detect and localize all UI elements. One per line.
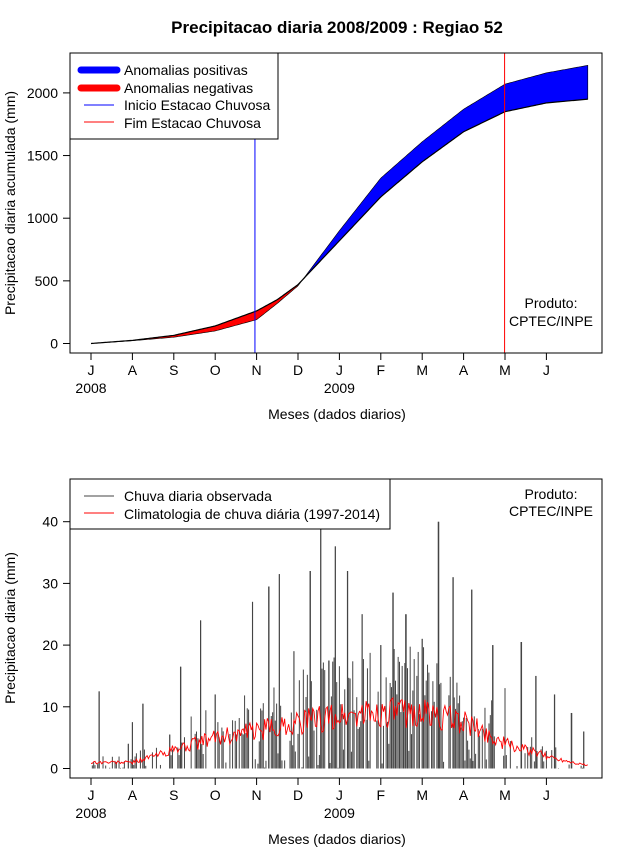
x-axis-label-bottom: Meses (dados diarios) — [268, 831, 406, 847]
y-tick-label-top: 0 — [50, 336, 58, 352]
year-label-bottom: 2009 — [324, 805, 355, 821]
x-axis-bottom: J A S O N D J F M A M J 2008 2009 — [75, 777, 550, 821]
y-tick-label-top: 2000 — [27, 85, 58, 101]
x-tick-label-top: N — [252, 362, 262, 378]
legend-box-bottom — [69, 478, 391, 530]
legend-bottom: Chuva diaria observada Climatologia de c… — [69, 478, 391, 530]
product-source-bottom: CPTEC/INPE — [509, 503, 593, 519]
x-tick-label-bottom: A — [128, 787, 138, 803]
y-axis-top: 0 500 1000 1500 2000 — [27, 85, 71, 352]
x-tick-label-top: S — [169, 362, 178, 378]
negative-anomaly-band — [90, 278, 304, 344]
x-tick-label-top: A — [459, 362, 469, 378]
cumulative-plot-area — [90, 53, 589, 353]
y-tick-label-bottom: 0 — [50, 761, 58, 777]
y-tick-label-bottom: 20 — [42, 637, 58, 653]
legend-label-positive: Anomalias positivas — [124, 62, 248, 78]
year-label-top: 2008 — [75, 380, 106, 396]
x-tick-label-top: O — [210, 362, 221, 378]
daily-plot-area — [90, 484, 588, 769]
x-tick-label-bottom: D — [293, 787, 303, 803]
x-tick-label-top: M — [499, 362, 511, 378]
cumulative-chart: Precipitacao diaria 2008/2009 : Regiao 5… — [2, 18, 603, 422]
climatology-daily-line — [90, 696, 588, 766]
y-axis-label-bottom: Precipitacao diaria (mm) — [2, 552, 18, 704]
x-tick-label-bottom: J — [543, 787, 550, 803]
x-tick-label-bottom: N — [252, 787, 262, 803]
legend-label-start: Inicio Estacao Chuvosa — [124, 97, 271, 113]
chart-title: Precipitacao diaria 2008/2009 : Regiao 5… — [171, 18, 503, 37]
x-tick-label-bottom: S — [169, 787, 178, 803]
y-tick-label-bottom: 40 — [42, 514, 58, 530]
x-tick-label-top: A — [128, 362, 138, 378]
y-tick-label-bottom: 30 — [42, 575, 58, 591]
x-tick-label-bottom: M — [499, 787, 511, 803]
y-axis-label-top: Precipitacao diaria acumulada (mm) — [2, 91, 18, 315]
x-tick-label-bottom: O — [210, 787, 221, 803]
legend-label-observed: Chuva diaria observada — [124, 488, 272, 504]
x-axis-label-top: Meses (dados diarios) — [268, 406, 406, 422]
product-source-top: CPTEC/INPE — [509, 313, 593, 329]
x-tick-label-bottom: J — [336, 787, 343, 803]
y-tick-label-top: 1000 — [27, 210, 58, 226]
x-axis-top: J A S O N D J F M A M J 2008 2009 — [75, 352, 550, 396]
x-tick-label-top: D — [293, 362, 303, 378]
x-tick-label-bottom: F — [377, 787, 386, 803]
y-tick-label-bottom: 10 — [42, 699, 58, 715]
legend-top: Anomalias positivas Anomalias negativas … — [69, 52, 279, 140]
legend-label-climatology: Climatologia de chuva diária (1997-2014) — [124, 506, 380, 522]
y-tick-label-top: 1500 — [27, 148, 58, 164]
x-tick-label-bottom: J — [88, 787, 95, 803]
year-label-top: 2009 — [324, 380, 355, 396]
x-tick-label-top: F — [377, 362, 386, 378]
product-label-top: Produto: — [525, 295, 578, 311]
legend-label-end: Fim Estacao Chuvosa — [124, 115, 261, 131]
y-tick-label-top: 500 — [35, 273, 59, 289]
y-axis-bottom: 0 10 20 30 40 — [42, 514, 71, 777]
x-tick-label-bottom: M — [416, 787, 428, 803]
x-tick-label-top: J — [543, 362, 550, 378]
x-tick-label-bottom: A — [459, 787, 469, 803]
product-label-bottom: Produto: — [525, 486, 578, 502]
x-tick-label-top: J — [88, 362, 95, 378]
legend-label-negative: Anomalias negativas — [124, 80, 253, 96]
year-label-bottom: 2008 — [75, 805, 106, 821]
daily-chart: 0 10 20 30 40 J A S O N D J F M A M J 2008 2009 Precipita… — [2, 478, 603, 847]
positive-anomaly-band — [302, 64, 589, 281]
x-tick-label-top: J — [336, 362, 343, 378]
x-tick-label-top: M — [416, 362, 428, 378]
